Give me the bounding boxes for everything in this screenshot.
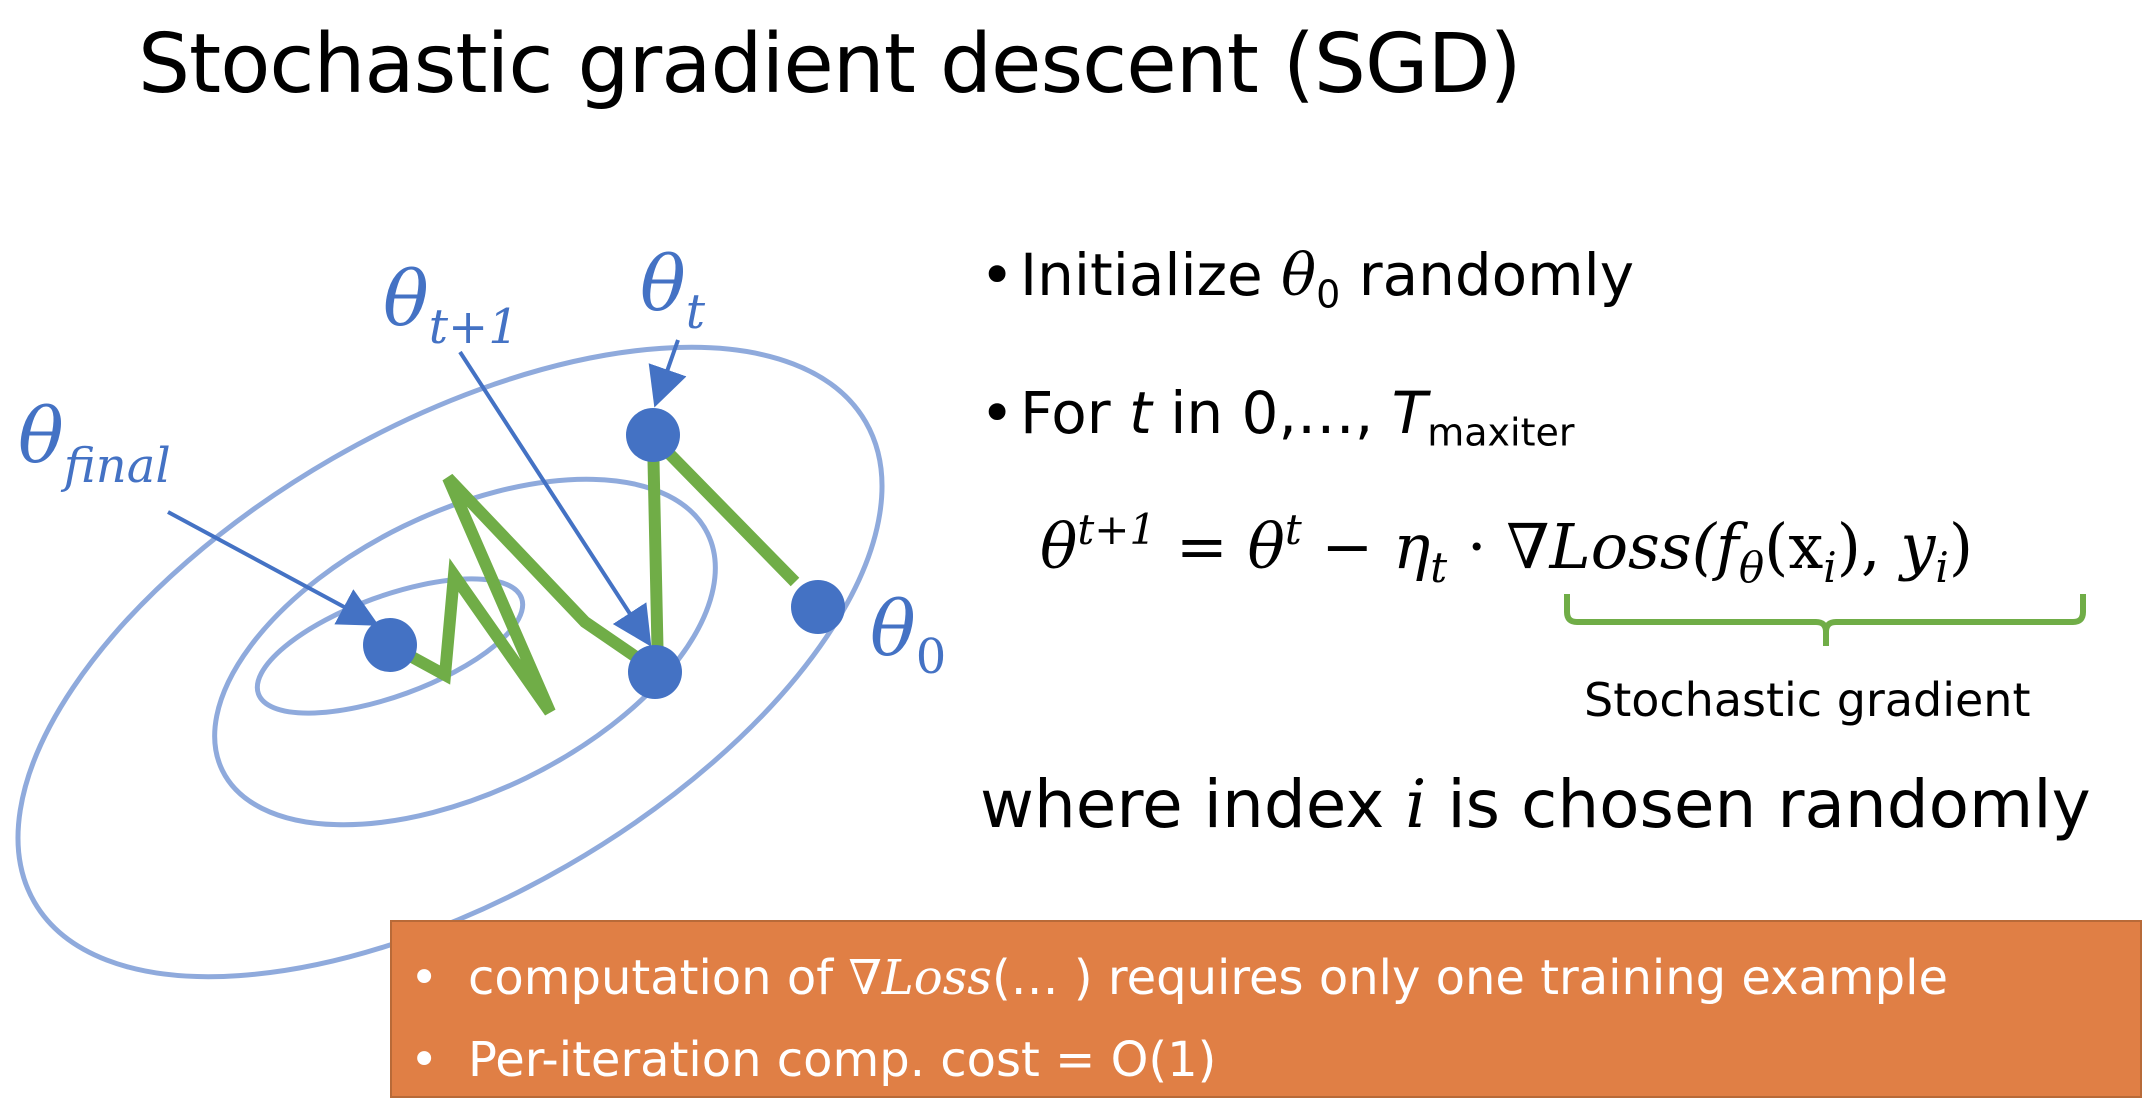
point-theta-t1 — [628, 645, 682, 699]
point-theta-0 — [791, 580, 845, 634]
point-theta-final — [363, 618, 417, 672]
label-theta-0: θ0 — [870, 584, 946, 685]
arrow-theta-t1 — [458, 350, 652, 647]
contour-outer — [15, 344, 885, 980]
gradient-brace — [1564, 594, 2086, 646]
arrows — [167, 339, 687, 647]
bullet-dot: • — [980, 241, 1015, 309]
arrow-theta-t — [648, 339, 687, 408]
slide-title: Stochastic gradient descent (SGD) — [138, 17, 1522, 112]
points — [363, 408, 845, 699]
bullet-dot: • — [980, 379, 1015, 447]
where-index-text: where index i is chosen randomly — [980, 766, 2091, 843]
arrow-theta-final — [167, 510, 380, 626]
point-theta-t — [626, 408, 680, 462]
sgd-path — [387, 421, 800, 716]
bullet-for-loop: •For t in 0,…, Tmaxiter — [980, 379, 1575, 455]
note-box: • computation of ∇Loss(… ) requires only… — [390, 920, 2142, 1098]
contour-middle — [212, 476, 718, 828]
label-theta-t: θt — [640, 239, 706, 340]
bullet-initialize: •Initialize θ0 randomly — [980, 241, 1635, 317]
label-theta-t1: θt+1 — [383, 254, 519, 355]
stochastic-gradient-label: Stochastic gradient — [1584, 673, 2031, 727]
label-theta-final: θfinal — [18, 391, 171, 494]
update-equation: θt+1 = θt − ηt · ∇Loss(fθ(xi), yi) — [1040, 505, 1974, 592]
